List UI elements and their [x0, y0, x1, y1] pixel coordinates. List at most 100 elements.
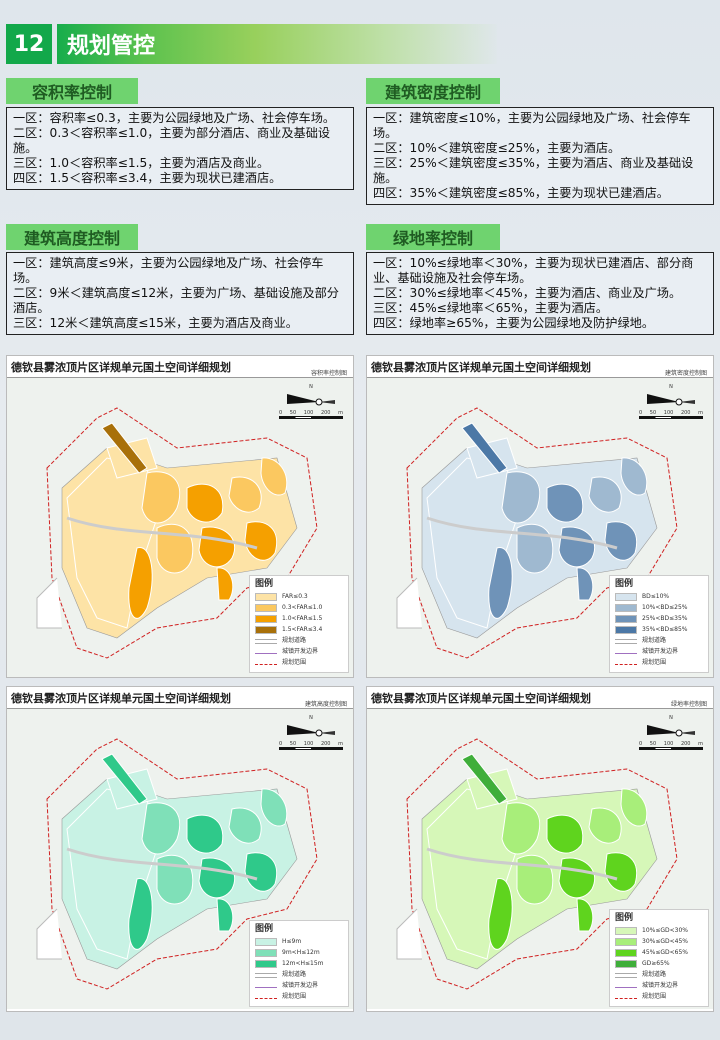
planned-road — [66, 516, 258, 550]
legend-swatch — [615, 593, 637, 601]
map-zone — [604, 852, 637, 892]
legend-swatch — [255, 984, 277, 988]
map-zone — [101, 753, 148, 805]
map-zone — [546, 483, 584, 523]
scale-unit: m — [338, 741, 343, 747]
legend-label: 城镇开发边界 — [282, 648, 319, 655]
map-panel[interactable]: 德钦县雾浓顶片区详规单元国土空间详细规划 建筑密度控制图 N 0 50 100 200… — [366, 355, 714, 678]
legend-swatch — [615, 938, 637, 946]
planned-road — [426, 516, 618, 550]
zone-rule: 二区：0.3＜容积率≤1.0，主要为部分酒店、商业及基础设施。 — [13, 126, 331, 155]
map-subtitle: 容积率控制图 — [310, 370, 347, 377]
map-zone — [260, 457, 288, 496]
scale-bar — [639, 416, 703, 419]
scale-tick: 100 — [303, 741, 314, 747]
legend-item: 10%<BD≤25% — [615, 603, 703, 613]
legend-label: H≤9m — [282, 938, 302, 945]
section-body: 一区：建筑密度≤10%，主要为公园绿地及广场、社会停车场。 二区：10%＜建筑密度… — [366, 107, 714, 205]
legend-swatch — [615, 984, 637, 988]
map-title: 德钦县雾浓顶片区详规单元国土空间详细规划 — [11, 692, 231, 705]
legend-swatch — [255, 604, 277, 612]
map-panel[interactable]: 德钦县雾浓顶片区详规单元国土空间详细规划 建筑高度控制图 N 0 50 100 200… — [6, 686, 354, 1012]
legend-item: 1.0<FAR≤1.5 — [255, 614, 343, 624]
zone-rule: 四区：1.5＜容积率≤3.4，主要为现状已建酒店。 — [13, 171, 282, 185]
scale-tick: 50 — [649, 410, 657, 416]
map-zone — [216, 567, 234, 601]
legend-swatch — [255, 972, 277, 978]
divider — [7, 377, 353, 378]
legend-swatch — [255, 593, 277, 601]
compass-icon — [287, 725, 335, 737]
map-zone — [228, 476, 262, 513]
scale-bar — [639, 747, 703, 750]
zone-rule: 二区：9米＜建筑高度≤12米，主要为广场、基础设施及部分酒店。 — [13, 286, 339, 315]
map-zone — [186, 483, 224, 523]
legend-item: 规划范围 — [615, 992, 703, 1002]
map-canvas — [367, 709, 713, 1009]
legend-item: FAR≤0.3 — [255, 592, 343, 602]
zone-rule: 一区：建筑密度≤10%，主要为公园绿地及广场、社会停车场。 — [373, 111, 691, 140]
scale-tick: 50 — [289, 741, 297, 747]
zone-rule: 二区：30%≤绿地率＜45%，主要为酒店、商业及广场。 — [373, 286, 682, 300]
legend-item: 城镇开发边界 — [255, 981, 343, 991]
divider — [7, 708, 353, 709]
section-heading: 容积率控制 — [6, 78, 138, 104]
map-feature — [396, 908, 422, 960]
map-zone — [501, 802, 541, 855]
north-label: N — [309, 384, 313, 390]
legend-swatch — [255, 938, 277, 946]
map-zone — [588, 476, 622, 513]
legend-item: 30%≤GD<45% — [615, 937, 703, 947]
legend-swatch — [615, 615, 637, 623]
map-zone — [620, 788, 648, 827]
north-label: N — [309, 715, 313, 721]
map-panel[interactable]: 德钦县雾浓顶片区详规单元国土空间详细规划 容积率控制图 N 0 50 100 200 m… — [6, 355, 354, 678]
scale-tick: 100 — [303, 410, 314, 416]
scale-unit: m — [698, 410, 703, 416]
map-legend: 图例 10%≤GD<30% 30%≤GD<45% 45%≤GD<65% GD≥65% 规划… — [609, 909, 709, 1007]
legend-item: 规划范围 — [255, 658, 343, 668]
legend-swatch — [255, 995, 277, 999]
compass-icon — [647, 394, 695, 406]
scale-tick: 200 — [320, 741, 331, 747]
zone-rule: 三区：25%＜建筑密度≤35%，主要为酒店、商业及基础设施。 — [373, 156, 694, 185]
legend-item: 35%<BD≤85% — [615, 625, 703, 635]
section-heading: 绿地率控制 — [366, 224, 500, 250]
divider — [367, 377, 713, 378]
north-label: N — [669, 715, 673, 721]
legend-swatch — [615, 604, 637, 612]
section-body: 一区：建筑高度≤9米，主要为公园绿地及广场、社会停车场。 二区：9米＜建筑高度≤1… — [6, 252, 354, 335]
map-zone — [516, 854, 554, 905]
legend-item: 45%≤GD<65% — [615, 948, 703, 958]
map-zone — [244, 852, 277, 892]
map-zone — [576, 567, 594, 601]
map-zone — [228, 807, 262, 844]
legend-title: 图例 — [615, 579, 634, 589]
map-zone — [501, 471, 541, 524]
legend-swatch — [615, 995, 637, 999]
section-number: 12 — [6, 24, 52, 64]
map-zone — [128, 547, 153, 619]
zone-rule: 三区：45%≤绿地率＜65%，主要为酒店。 — [373, 301, 609, 315]
legend-label: 城镇开发边界 — [282, 982, 319, 989]
map-zone — [186, 814, 224, 854]
legend-swatch — [615, 661, 637, 665]
scale-tick: 100 — [663, 741, 674, 747]
legend-label: GD≥65% — [642, 960, 670, 967]
legend-label: 规划道路 — [282, 971, 307, 978]
map-panel[interactable]: 德钦县雾浓顶片区详规单元国土空间详细规划 绿地率控制图 N 0 50 100 200 m… — [366, 686, 714, 1012]
map-legend: 图例 FAR≤0.3 0.3<FAR≤1.0 1.0<FAR≤1.5 1.5<FAR≤3… — [249, 575, 349, 673]
map-legend: 图例 H≤9m 9m<H≤12m 12m<H≤15m 规划道路 城镇开发边界 规划范围 — [249, 920, 349, 1007]
legend-swatch — [615, 972, 637, 978]
zone-rule: 一区：10%≤绿地率＜30%，主要为现状已建酒店、部分商业、基础设施及社会停车场… — [373, 256, 694, 285]
page-title: 规划管控 — [57, 24, 497, 64]
map-feature — [36, 908, 62, 960]
legend-label: 规划范围 — [642, 993, 667, 1000]
map-title: 德钦县雾浓顶片区详规单元国土空间详细规划 — [371, 692, 591, 705]
legend-item: 12m<H≤15m — [255, 959, 343, 969]
legend-label: 规划范围 — [642, 659, 667, 666]
legend-title: 图例 — [615, 913, 634, 923]
scale-bar — [279, 747, 343, 750]
legend-item: 10%≤GD<30% — [615, 926, 703, 936]
legend-item: 规划范围 — [615, 658, 703, 668]
